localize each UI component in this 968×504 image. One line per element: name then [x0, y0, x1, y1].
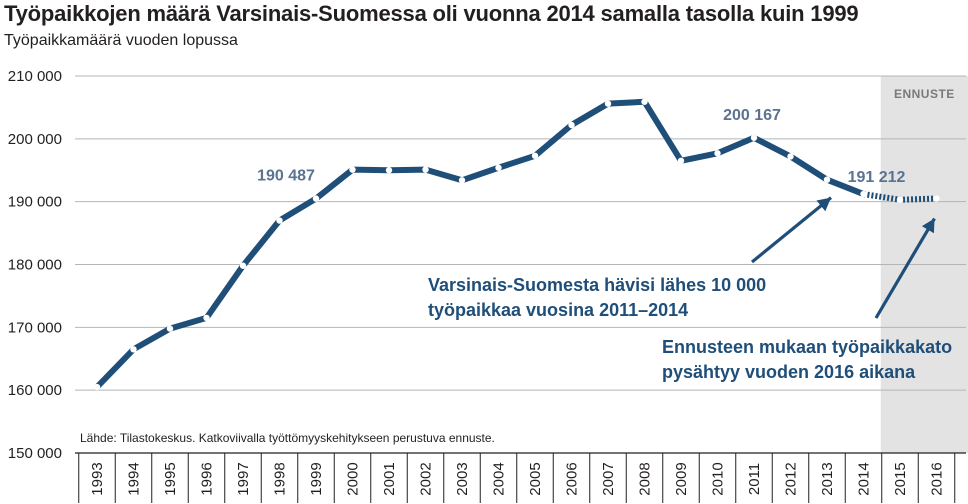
x-tick-label: 1997 — [235, 462, 252, 495]
y-tick-label: 160 000 — [8, 382, 62, 399]
data-point — [787, 153, 794, 160]
data-point — [641, 98, 648, 105]
x-tick-label: 2010 — [710, 462, 727, 495]
x-tick-label: 2015 — [892, 462, 909, 495]
data-point — [750, 134, 758, 141]
data-point — [239, 262, 247, 269]
annotation-text: työpaikkaa vuosina 2011–2014 — [428, 300, 688, 320]
data-point — [823, 176, 831, 183]
x-tick-label: 2002 — [418, 462, 435, 495]
data-point — [276, 217, 283, 224]
source-note: Lähde: Tilastokeskus. Katkoviivalla työt… — [80, 431, 495, 445]
x-tick-label: 2003 — [454, 462, 471, 495]
data-point — [385, 167, 393, 174]
arrowhead — [816, 197, 831, 212]
arrowhead — [921, 218, 935, 234]
x-tick-label: 2005 — [527, 462, 544, 495]
annotation-arrow — [874, 217, 936, 319]
x-tick-label: 2016 — [929, 462, 946, 495]
x-tick-label: 1999 — [308, 462, 325, 495]
chart-subtitle: Työpaikkamäärä vuoden lopussa — [4, 32, 238, 49]
series-line — [94, 98, 867, 391]
data-point — [312, 195, 320, 202]
x-tick-label: 2011 — [746, 463, 763, 495]
data-point — [896, 196, 904, 203]
annotation-text: Ennusteen mukaan työpaikkakato — [662, 337, 952, 357]
data-point — [130, 346, 137, 353]
x-tick-label: 2014 — [856, 462, 873, 495]
x-tick-label: 2013 — [819, 462, 836, 495]
y-tick-label: 190 000 — [8, 194, 62, 211]
data-point — [349, 166, 356, 173]
data-point — [166, 325, 174, 332]
data-label: 190 487 — [257, 168, 315, 185]
annotation-arrow — [750, 196, 833, 264]
data-point — [93, 383, 101, 391]
data-point — [604, 100, 612, 107]
x-tick-label: 1993 — [89, 462, 106, 495]
y-tick-label: 180 000 — [8, 257, 62, 274]
chart-title: Työpaikkojen määrä Varsinais-Suomessa ol… — [4, 1, 859, 26]
data-point — [933, 195, 940, 202]
data-point — [203, 314, 210, 322]
x-tick-label: 2008 — [637, 462, 654, 495]
data-point — [495, 164, 502, 171]
x-tick-label: 1995 — [162, 462, 179, 495]
data-point — [860, 190, 867, 198]
x-tick-label: 2004 — [491, 462, 508, 495]
x-tick-label: 1998 — [272, 462, 289, 495]
x-tick-label: 2007 — [600, 462, 617, 495]
data-point — [458, 177, 466, 184]
forecast-label: ENNUSTE — [894, 87, 955, 101]
x-tick-label: 1994 — [126, 462, 143, 495]
data-point — [422, 166, 429, 173]
data-point — [568, 121, 575, 129]
x-tick-label: 2000 — [345, 462, 362, 495]
data-point — [677, 157, 685, 165]
y-tick-label: 200 000 — [8, 131, 62, 148]
y-tick-label: 170 000 — [8, 319, 62, 336]
annotation-text: pysähtyy vuoden 2016 aikana — [662, 362, 916, 382]
y-tick-label: 150 000 — [8, 445, 62, 462]
data-label: 200 167 — [723, 107, 781, 124]
x-tick-label: 1996 — [199, 462, 216, 495]
y-tick-label: 210 000 — [8, 68, 62, 85]
data-point — [531, 152, 539, 159]
data-point — [714, 150, 721, 157]
x-tick-label: 2012 — [783, 462, 800, 495]
x-tick-label: 2006 — [564, 462, 581, 495]
x-tick-label: 2001 — [381, 462, 398, 495]
x-tick-label: 2009 — [673, 462, 690, 495]
data-label: 191 212 — [848, 169, 906, 186]
annotation-text: Varsinais-Suomesta hävisi lähes 10 000 — [428, 275, 766, 295]
